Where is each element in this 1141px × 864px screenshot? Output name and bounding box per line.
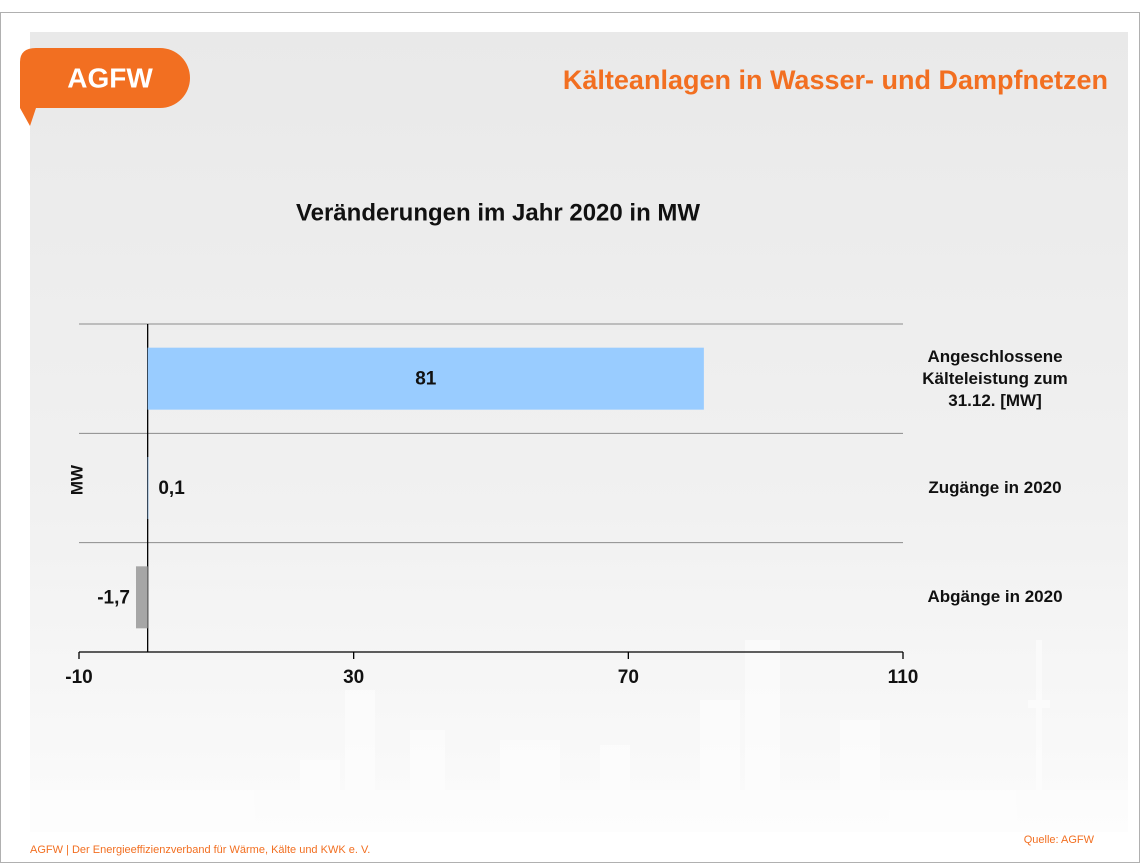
chart-subtitle: Veränderungen im Jahr 2020 in MW	[296, 199, 700, 226]
x-tick-label: 70	[618, 667, 639, 688]
logo: AGFW	[67, 62, 153, 93]
source: Quelle: AGFW	[1024, 834, 1095, 846]
footer: AGFW | Der Energieeffizienzverband für W…	[30, 844, 370, 856]
value-label: 0,1	[158, 478, 185, 499]
bar	[147, 347, 704, 410]
y-axis-label: MW	[67, 464, 86, 495]
category-label: Zugänge in 2020	[928, 478, 1062, 497]
logo-shape	[20, 48, 190, 126]
category-label: Angeschlossene Kälteleistung zum 31.12. …	[922, 346, 1068, 410]
slide-background	[30, 32, 1128, 832]
value-label: 81	[415, 369, 437, 390]
category-label: Abgänge in 2020	[927, 587, 1063, 607]
x-tick-label: -10	[65, 667, 92, 688]
bar	[135, 566, 148, 629]
chart-title: Kälteanlagen in Wasser- und Dampfnetzen	[563, 65, 1108, 95]
x-tick-label: 110	[888, 667, 919, 688]
value-label: -1,7	[97, 587, 130, 608]
skyline	[30, 640, 1128, 832]
x-tick-label: 30	[343, 667, 364, 688]
bar	[147, 457, 149, 519]
